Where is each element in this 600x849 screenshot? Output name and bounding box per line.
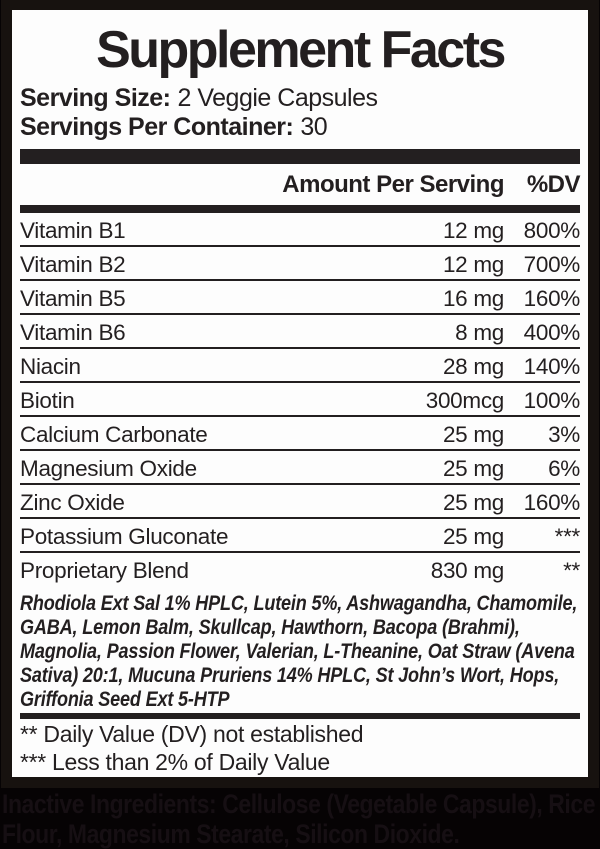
nutrient-dv: 140%	[523, 354, 581, 379]
serving-size-line: Serving Size: 2 Veggie Capsules	[20, 84, 580, 113]
table-row: Zinc Oxide 25 mg 160%	[20, 485, 580, 519]
nutrient-amount: 16 mg	[442, 286, 504, 311]
nutrient-name: Biotin	[20, 388, 75, 413]
serving-size-value: 2 Veggie Capsules	[177, 84, 378, 112]
nutrient-name: Vitamin B2	[20, 252, 126, 277]
panel-title: Supplement Facts	[96, 21, 506, 79]
nutrient-dv: 6%	[548, 456, 580, 481]
nutrient-name: Zinc Oxide	[20, 490, 125, 515]
nutrient-amount: 25 mg	[442, 524, 504, 549]
table-row: Vitamin B1 12 mg 800%	[20, 213, 580, 247]
nutrient-dv: ***	[554, 524, 581, 549]
section-divider-thick	[20, 149, 580, 164]
table-row: Potassium Gluconate 25 mg ***	[20, 519, 580, 553]
nutrient-name: Niacin	[20, 354, 81, 379]
nutrient-name: Vitamin B1	[20, 218, 126, 243]
servings-per-container-line: Servings Per Container: 30	[20, 113, 580, 142]
amount-per-serving-header: Amount Per Serving	[282, 170, 504, 198]
nutrient-name: Proprietary Blend	[20, 558, 189, 583]
table-row: Magnesium Oxide 25 mg 6%	[20, 451, 580, 485]
footnote-divider	[20, 713, 580, 719]
footnote-less-than-2-percent: *** Less than 2% of Daily Value	[20, 749, 330, 775]
footnote-dv-not-established: ** Daily Value (DV) not established	[20, 721, 364, 747]
table-row: Niacin 28 mg 140%	[20, 349, 580, 383]
proprietary-blend-ingredients: Rhodiola Ext Sal 1% HPLC, Lutein 5%, Ash…	[20, 591, 578, 711]
nutrient-name: Vitamin B5	[20, 286, 126, 311]
table-row: Proprietary Blend 830 mg **	[20, 553, 580, 587]
nutrient-dv: 800%	[523, 218, 581, 243]
nutrient-dv: **	[563, 558, 580, 583]
nutrient-amount: 12 mg	[442, 252, 504, 277]
table-row: Vitamin B5 16 mg 160%	[20, 281, 580, 315]
nutrient-dv: 3%	[548, 422, 580, 447]
table-row: Vitamin B2 12 mg 700%	[20, 247, 580, 281]
nutrient-name: Calcium Carbonate	[20, 422, 208, 447]
nutrient-dv: 100%	[523, 388, 581, 413]
nutrient-name: Vitamin B6	[20, 320, 126, 345]
nutrient-amount: 25 mg	[442, 456, 504, 481]
nutrient-name: Magnesium Oxide	[20, 456, 197, 481]
servings-per-container-label: Servings Per Container:	[20, 113, 294, 141]
nutrient-table: Vitamin B1 12 mg 800% Vitamin B2 12 mg 7…	[20, 213, 580, 587]
nutrient-dv: 160%	[523, 286, 581, 311]
column-header-row: Amount Per Serving %DV	[20, 164, 580, 205]
nutrient-amount: 300mcg	[425, 388, 505, 413]
nutrient-amount: 28 mg	[442, 354, 504, 379]
serving-size-label: Serving Size:	[20, 84, 171, 112]
table-row: Vitamin B6 8 mg 400%	[20, 315, 580, 349]
table-row: Calcium Carbonate 25 mg 3%	[20, 417, 580, 451]
inactive-ingredients: Inactive Ingredients: Cellulose (Vegetab…	[2, 789, 596, 849]
dv-header: %DV	[526, 170, 581, 198]
nutrient-amount: 830 mg	[430, 558, 505, 583]
nutrient-dv: 160%	[523, 490, 581, 515]
supplement-facts-panel: Supplement Facts Serving Size: 2 Veggie C…	[12, 10, 588, 777]
nutrient-amount: 12 mg	[442, 218, 504, 243]
servings-per-container-value: 30	[300, 113, 328, 141]
nutrient-dv: 400%	[523, 320, 581, 345]
table-row: Biotin 300mcg 100%	[20, 383, 580, 417]
nutrient-name: Potassium Gluconate	[20, 524, 229, 549]
nutrient-amount: 8 mg	[455, 320, 504, 345]
nutrient-amount: 25 mg	[442, 490, 504, 515]
nutrient-dv: 700%	[523, 252, 581, 277]
nutrient-amount: 25 mg	[442, 422, 504, 447]
header-divider	[20, 205, 580, 213]
